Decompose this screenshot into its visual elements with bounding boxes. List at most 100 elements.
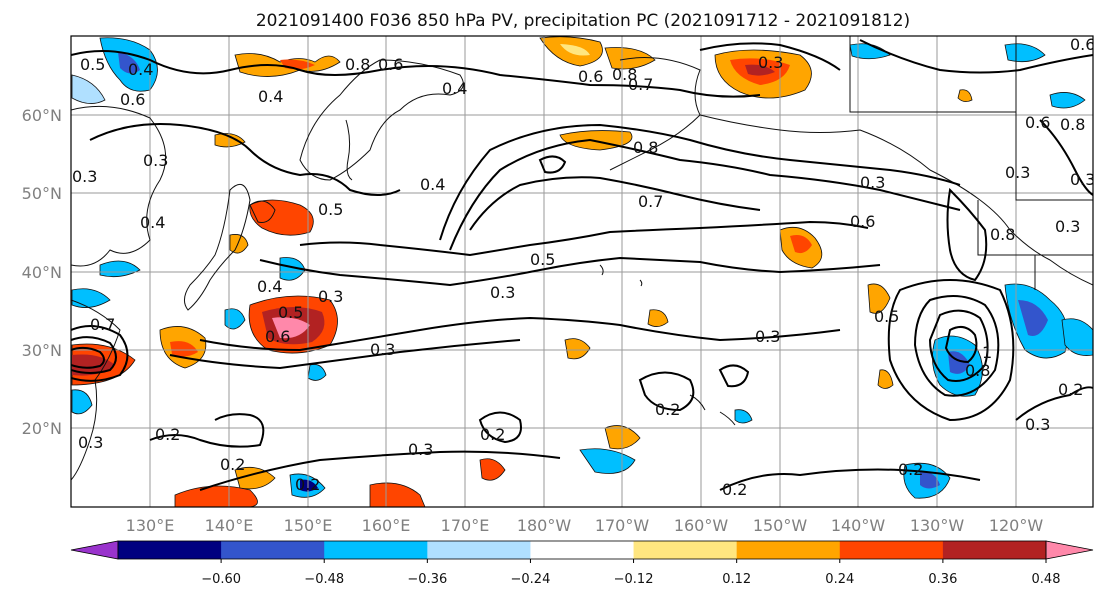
pv-contour <box>259 256 881 287</box>
contour-label: 0.6 <box>1070 35 1095 54</box>
pv-contour <box>299 220 869 257</box>
colorbar-segment <box>633 541 738 559</box>
lon-tick-label: 160°W <box>674 516 729 535</box>
contour-labels: 0.5 0.4 0.6 0.4 0.8 0.6 0.4 0.3 0.3 0.6 … <box>72 35 1095 499</box>
pv-contour <box>169 339 521 370</box>
precip-blob <box>1049 92 1086 109</box>
precip-blob <box>71 288 111 308</box>
pv-contour <box>887 279 1015 422</box>
contour-label: 0.3 <box>1025 415 1050 434</box>
contour-label: 0.7 <box>90 315 115 334</box>
pv-contour <box>439 123 961 241</box>
contour-label: 0.4 <box>442 79 467 98</box>
contour-label: 0.3 <box>1055 217 1080 236</box>
pv-contour <box>859 39 1093 74</box>
lat-tick-label: 20°N <box>22 419 62 438</box>
colorbar-boxes <box>118 541 1047 559</box>
contour-label: 0.4 <box>257 277 282 296</box>
colorbar-tick-label: −0.12 <box>614 572 654 587</box>
lon-tick-label: 160°E <box>362 516 411 535</box>
contour-label: 0.2 <box>1058 380 1083 399</box>
contour-label: 0.6 <box>120 90 145 109</box>
pv-contour <box>71 50 761 98</box>
contour-label: 0.3 <box>143 151 168 170</box>
contour-label: 0.7 <box>628 75 653 94</box>
contour-label: 0.2 <box>722 480 747 499</box>
contour-label: 0.2 <box>220 455 245 474</box>
precip-blob <box>1018 300 1048 336</box>
precip-blob <box>229 234 249 254</box>
colorbar-tick-label: −0.24 <box>511 572 551 587</box>
contour-label: 0.3 <box>755 327 780 346</box>
colorbar-ticks: −0.60 −0.48 −0.36 −0.24 −0.12 0.12 0.24 0.36 0.4… <box>201 559 1060 587</box>
pv-contour <box>71 346 105 369</box>
precip-blob <box>647 309 669 327</box>
pv-contour <box>719 468 981 491</box>
pv-contour <box>718 364 750 388</box>
contour-label: 1 <box>982 343 992 362</box>
colorbar-segment <box>427 541 531 559</box>
contour-label: 0.3 <box>758 53 783 72</box>
lon-tick-label: 180°W <box>517 516 572 535</box>
precip-blob <box>307 364 327 381</box>
contour-label: 0.6 <box>850 212 875 231</box>
colorbar-segment <box>530 541 635 559</box>
colorbar-segment <box>839 541 944 559</box>
precip-blob <box>300 479 318 492</box>
pv-contour <box>149 413 265 448</box>
contour-label: 0.3 <box>408 440 433 459</box>
contour-label: 0.4 <box>258 87 283 106</box>
pv-contour <box>1015 386 1093 421</box>
colorbar-tick-label: −0.36 <box>407 572 447 587</box>
colorbar-segment <box>324 541 428 559</box>
precip-blob <box>118 52 140 74</box>
pv-contour <box>944 325 978 364</box>
contour-label: 0.7 <box>638 192 663 211</box>
contour-label: 0.4 <box>420 175 445 194</box>
contour-label: 0.8 <box>965 361 990 380</box>
precip-blob <box>249 199 314 236</box>
lon-tick-label: 120°W <box>989 516 1044 535</box>
colorbar-tick-label: 0.12 <box>722 572 751 587</box>
contour-label: 0.3 <box>1005 163 1030 182</box>
precip-blob <box>849 43 891 60</box>
colorbar-segment <box>942 541 1047 559</box>
colorbar-segment <box>221 541 325 559</box>
contour-label: 0.3 <box>490 283 515 302</box>
pv-contour <box>946 187 988 282</box>
colorbar-extend-left <box>70 540 119 560</box>
precip-blob <box>369 482 426 507</box>
colorbar-segment <box>736 541 841 559</box>
contour-label: 0.2 <box>155 425 180 444</box>
lat-tick-label: 60°N <box>22 106 62 125</box>
precip-blob <box>564 338 591 360</box>
precip-blob <box>71 389 93 415</box>
precip-blob <box>957 89 973 102</box>
map-panel: 0.5 0.4 0.6 0.4 0.8 0.6 0.4 0.3 0.3 0.6 … <box>70 35 1095 508</box>
lat-tick-label: 50°N <box>22 184 62 203</box>
pv-contour <box>469 176 761 231</box>
colorbar: −0.60 −0.48 −0.36 −0.24 −0.12 0.12 0.24 0.36 0.4… <box>70 540 1094 587</box>
contour-label: 0.3 <box>78 433 103 452</box>
precip-shading <box>71 36 1093 507</box>
lon-tick-label: 140°W <box>831 516 886 535</box>
map-frame <box>70 35 1094 508</box>
precip-blob <box>170 341 198 357</box>
colorbar-tick-label: 0.36 <box>928 572 957 587</box>
precip-blob <box>579 448 636 474</box>
contour-label: 0.3 <box>370 340 395 359</box>
precip-blob <box>560 44 590 56</box>
colorbar-extend-right <box>1045 540 1094 560</box>
colorbar-segment <box>118 541 222 559</box>
precip-blob <box>790 235 812 254</box>
contour-label: 0.3 <box>318 287 343 306</box>
lon-tick-label: 170°E <box>441 516 490 535</box>
contour-label: 0.8 <box>612 65 637 84</box>
pv-contour <box>1039 119 1093 196</box>
lon-tick-label: 170°W <box>595 516 650 535</box>
contour-label: 0.6 <box>265 327 290 346</box>
pv-contour <box>449 138 961 251</box>
precip-blob <box>920 471 940 489</box>
contour-label: 0.5 <box>278 303 303 322</box>
